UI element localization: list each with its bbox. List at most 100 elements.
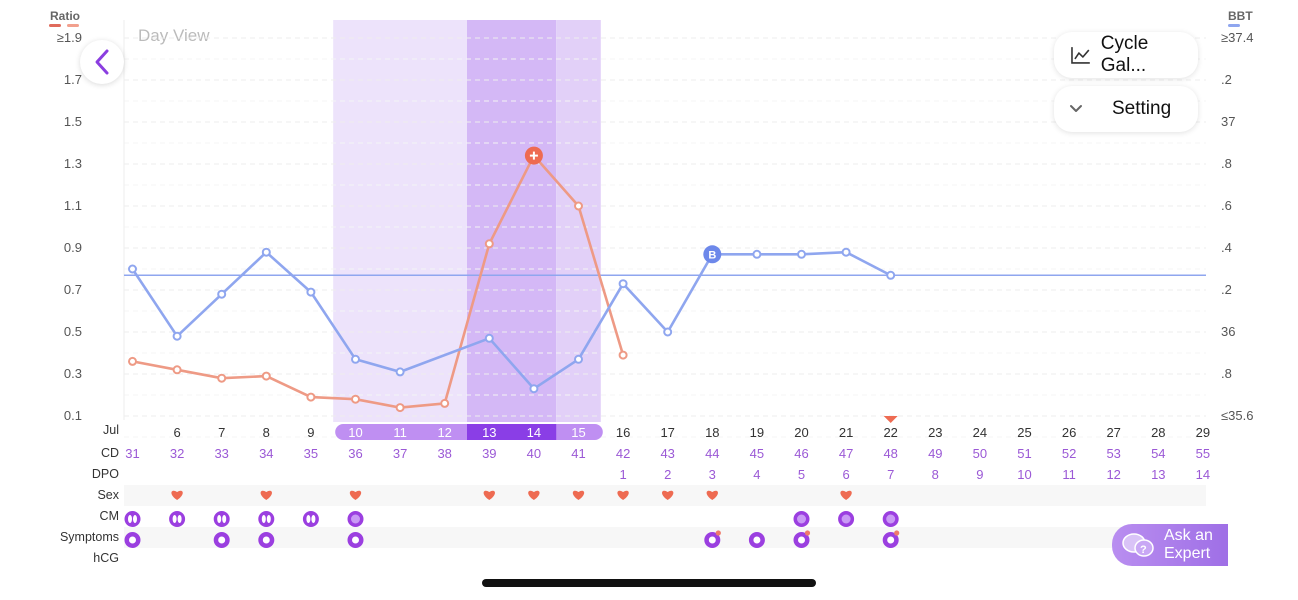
cd-value: 32 <box>170 446 184 461</box>
right-axis-tick: .4 <box>1221 240 1232 255</box>
dpo-value: 1 <box>619 467 626 482</box>
symptom-inner-shape <box>887 536 895 544</box>
day-label: 13 <box>482 425 496 440</box>
cm-inner-dot <box>351 514 360 524</box>
cd-value: 50 <box>973 446 987 461</box>
cd-value: 49 <box>928 446 942 461</box>
left-axis-tick: 1.3 <box>64 156 82 171</box>
cd-value: 37 <box>393 446 407 461</box>
cd-value: 38 <box>437 446 451 461</box>
heart-icon <box>171 490 183 500</box>
left-axis-tick: 0.9 <box>64 240 82 255</box>
bbt-point <box>128 264 137 274</box>
heart-icon <box>617 490 629 500</box>
cd-value: 45 <box>750 446 764 461</box>
row-background <box>124 527 1206 548</box>
cd-value: 43 <box>660 446 674 461</box>
day-label: 26 <box>1062 425 1076 440</box>
cm-inner-shape <box>217 515 222 523</box>
bbt-point <box>574 354 583 364</box>
ratio-point <box>128 356 137 366</box>
symptom-note-dot <box>715 530 721 536</box>
day-label: 19 <box>750 425 764 440</box>
cd-value: 46 <box>794 446 808 461</box>
cm-inner-shape <box>222 515 227 523</box>
symptom-inner-shape <box>262 536 270 544</box>
left-axis-title: Ratio <box>50 9 80 23</box>
cd-value: 44 <box>705 446 719 461</box>
cm-inner-shape <box>133 515 137 523</box>
cd-value: 35 <box>304 446 318 461</box>
bbt-point <box>752 249 762 259</box>
bbt-point <box>886 270 896 280</box>
back-button[interactable] <box>80 40 124 84</box>
heart-icon <box>840 490 852 500</box>
day-label: 17 <box>660 425 674 440</box>
day-label: 18 <box>705 425 719 440</box>
heart-icon <box>528 490 540 500</box>
fertile-band-peak <box>467 20 557 422</box>
left-axis-tick: 0.1 <box>64 408 82 423</box>
marked-point-label: B <box>708 249 716 261</box>
day-label: 29 <box>1196 425 1210 440</box>
cd-value: 33 <box>214 446 228 461</box>
cm-inner-shape <box>128 515 132 523</box>
day-label: 14 <box>527 425 541 440</box>
setting-button[interactable]: Setting <box>1054 86 1198 132</box>
ask-expert-button[interactable]: ? Ask an Expert <box>1112 524 1228 566</box>
day-label: 7 <box>218 425 225 440</box>
day-label: 25 <box>1017 425 1031 440</box>
ratio-point <box>306 392 316 402</box>
right-axis-tick: .8 <box>1221 366 1232 381</box>
right-axis-tick: .2 <box>1221 72 1232 87</box>
day-label: 21 <box>839 425 853 440</box>
home-indicator <box>482 579 816 587</box>
dpo-value: 12 <box>1106 467 1120 482</box>
bbt-point <box>395 367 405 377</box>
cd-value: 36 <box>348 446 362 461</box>
cd-value: 42 <box>616 446 630 461</box>
ratio-point <box>395 403 405 413</box>
cd-value: 52 <box>1062 446 1076 461</box>
bbt-point <box>663 327 673 337</box>
cd-value: 40 <box>527 446 541 461</box>
row-label-cm: CM <box>100 509 119 523</box>
line-chart-icon <box>1071 47 1090 64</box>
dpo-value: 8 <box>932 467 939 482</box>
left-axis-tick: 0.5 <box>64 324 82 339</box>
ratio-point <box>217 373 227 383</box>
cd-value: 48 <box>883 446 897 461</box>
ratio-point <box>440 398 450 408</box>
symptom-inner-shape <box>753 536 761 544</box>
ratio-legend-mark <box>49 24 61 27</box>
right-axis-tick: ≤35.6 <box>1221 408 1253 423</box>
bbt-legend-mark <box>1228 24 1240 27</box>
ratio-legend-mark-2 <box>67 24 79 27</box>
right-axis-tick: .8 <box>1221 156 1232 171</box>
heart-icon <box>349 490 362 500</box>
cd-value: 34 <box>259 446 273 461</box>
ask-expert-line1: Ask an <box>1164 527 1213 544</box>
today-marker-icon <box>883 416 898 423</box>
dpo-value: 9 <box>976 467 983 482</box>
cm-inner-shape <box>266 515 271 523</box>
day-label: 8 <box>263 425 270 440</box>
symptom-inner-shape <box>218 536 226 544</box>
cd-value: 51 <box>1017 446 1031 461</box>
day-label: 27 <box>1106 425 1120 440</box>
cm-inner-shape <box>261 515 266 523</box>
ratio-point <box>484 239 494 249</box>
day-label: 23 <box>928 425 942 440</box>
bbt-point <box>261 247 271 257</box>
dpo-value: 6 <box>842 467 849 482</box>
row-label-dpo: DPO <box>92 467 119 481</box>
bbt-marked-point <box>703 245 722 264</box>
chat-question-icon: ? <box>1122 533 1154 557</box>
left-axis-tick: 1.1 <box>64 198 82 213</box>
right-axis-tick: ≥37.4 <box>1221 30 1253 45</box>
ratio-point <box>261 371 271 381</box>
cycle-gallery-button[interactable]: Cycle Gal... <box>1054 32 1198 78</box>
cd-value: 47 <box>839 446 853 461</box>
left-axis-tick: 0.3 <box>64 366 82 381</box>
bbt-point <box>484 333 494 343</box>
